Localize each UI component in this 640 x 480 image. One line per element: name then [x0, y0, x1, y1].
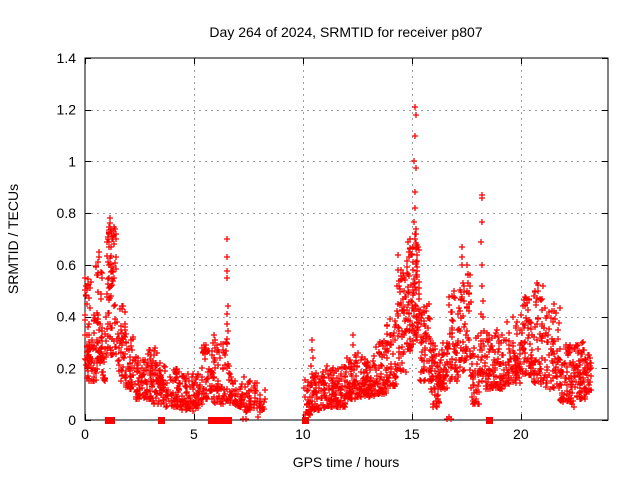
x-tick-labels: 0 5 10 15 20 [81, 426, 529, 442]
x-tick-label: 10 [295, 426, 311, 442]
x-tick-label: 20 [513, 426, 529, 442]
y-tick-label: 0.4 [57, 309, 77, 325]
y-tick-label: 0.2 [57, 360, 77, 376]
srmtid-data-points [82, 104, 594, 422]
y-tick-label: 1.2 [57, 102, 77, 118]
chart-title: Day 264 of 2024, SRMTID for receiver p80… [209, 24, 482, 40]
y-tick-label: 0 [68, 412, 76, 428]
y-tick-label: 1 [68, 153, 76, 169]
detection-markers [105, 417, 493, 424]
y-tick-label: 0.8 [57, 205, 77, 221]
x-tick-label: 5 [190, 426, 198, 442]
y-tick-label: 1.4 [57, 50, 77, 66]
y-tick-labels: 0 0.2 0.4 0.6 0.8 1 1.2 1.4 [57, 50, 77, 428]
x-axis-label: GPS time / hours [293, 454, 400, 470]
x-tick-label: 15 [404, 426, 420, 442]
y-axis-label: SRMTID / TECUs [5, 184, 21, 294]
y-tick-label: 0.6 [57, 257, 77, 273]
x-tick-label: 0 [81, 426, 89, 442]
plot-border [84, 57, 609, 421]
